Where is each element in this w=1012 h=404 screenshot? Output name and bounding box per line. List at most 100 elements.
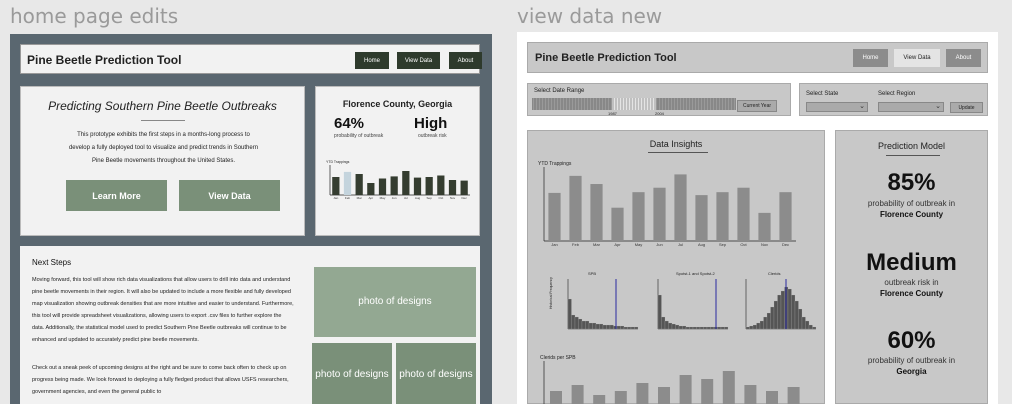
model-location-2: Florence County [879,289,944,298]
tick-oct: Oct [740,242,747,247]
hist-bin [606,324,611,330]
tick-dec: Dec [461,196,467,200]
probability-value: 64% [334,115,365,132]
hist-bin [787,288,792,330]
header-bar: Pine Beetle Prediction Tool Home View Da… [527,42,988,73]
hist-bin [588,322,593,330]
hist-bin [595,323,600,330]
y-axis-label: YTD Trappings [326,160,350,164]
hist-bin [630,326,635,330]
hist-bin [780,290,785,330]
hist-bin [756,322,761,330]
bar-dec [460,180,468,195]
clerids-bar [679,375,692,404]
clerids-bar [722,371,735,404]
nav-view-data-button[interactable]: View Data [894,49,940,67]
tick-mar: Mar [357,196,362,200]
design-photo-placeholder-1: photo of designs [314,267,476,337]
tick-jan: Jan [551,242,557,247]
hist-bin [717,326,722,330]
hist-bin [609,324,614,330]
design-photo-placeholder-2: photo of designs [312,343,392,404]
learn-more-button[interactable]: Learn More [66,180,167,211]
state-select[interactable]: ⌄ [806,102,868,112]
clerids-bar [571,385,584,404]
current-year-button[interactable]: Current Year [737,100,777,112]
select-state-label: Select State [806,91,839,97]
nav-about-button[interactable]: About [946,49,981,67]
clerids-per-spb-label: Clerids per SPB [540,355,576,361]
tick-nov: Nov [450,196,456,200]
bar-sep [425,177,433,195]
bar-mar [355,174,363,195]
clerids-bar [550,391,562,404]
tick-apr: Apr [368,196,373,200]
hist-bin [671,323,676,330]
bar-may [378,178,387,195]
tick-apr: Apr [614,242,621,247]
nav-home-button[interactable]: Home [853,49,888,67]
hist-bin [724,326,729,330]
hist-bin [703,326,708,330]
bar-nov [758,212,771,241]
hist-bin [678,325,683,330]
hist-bin [805,320,810,330]
tick-oct: Oct [438,196,443,200]
prediction-model-title: Prediction Model [877,141,946,151]
hist-bin [574,316,579,330]
hist-clerids-label: Clerids [768,271,780,276]
bar-jun [653,187,666,241]
hist-bin [798,308,803,330]
hist-bin [599,323,604,330]
tick-jan: Jan [333,196,338,200]
hist-bin [692,326,697,330]
bar-jul [674,174,687,241]
hist-spb [567,279,639,330]
nav-about-button[interactable]: About [449,52,482,69]
hist-bin [675,324,680,330]
model-value-3: 60% [887,327,936,354]
clerids-bar [614,391,627,404]
model-value-2: Medium [866,249,957,276]
hist-spots-label: Spotst-1 and Spotst-2 [676,271,715,276]
date-range-slider[interactable] [532,98,736,116]
hist-bin [664,320,669,330]
bar-jul [402,171,410,195]
bar-jan [332,177,340,195]
tick-sep: Sep [719,242,727,247]
view-data-button[interactable]: View Data [179,180,280,211]
nav-view-data-button[interactable]: View Data [397,52,440,69]
bar-apr [611,207,624,241]
hist-bin [616,325,621,330]
hist-spots [657,279,729,330]
region-select[interactable]: ⌄ [878,102,944,112]
nav-home-button[interactable]: Home [355,52,389,69]
hist-bin [791,294,796,330]
probability-label: probability of outbreak [334,133,384,139]
histogram-row: SPB Spotst-1 and Spotst-2 Clerids Histor… [549,271,817,330]
next-steps-paragraph-1: Moving forward, this tool will show rich… [32,277,294,343]
hist-bin [657,294,662,330]
hist-bin [794,300,799,330]
tick-aug: Aug [415,196,421,200]
hist-bin [567,298,572,330]
hist-bin [689,326,694,330]
y-axis-label: YTD Trappings [538,161,572,167]
clerids-bar [701,379,714,404]
tick-jul: Jul [678,242,683,247]
hist-bin [571,314,576,330]
bar-jan [548,192,561,241]
hist-bin [627,326,632,330]
hist-bin [634,326,639,330]
app-title: Pine Beetle Prediction Tool [535,52,677,64]
hist-bin [578,318,583,330]
bar-aug [413,177,422,195]
bar-sep [716,192,729,241]
bar-nov [448,180,457,195]
tick-mar: Mar [593,242,601,247]
bar-mar [590,184,603,241]
update-button[interactable]: Update [950,102,983,113]
bar-feb [569,175,582,241]
data-insights-panel: Data Insights YTD Trappings Jan Feb Mar Apr M… [527,130,825,404]
hist-bin [682,325,687,330]
